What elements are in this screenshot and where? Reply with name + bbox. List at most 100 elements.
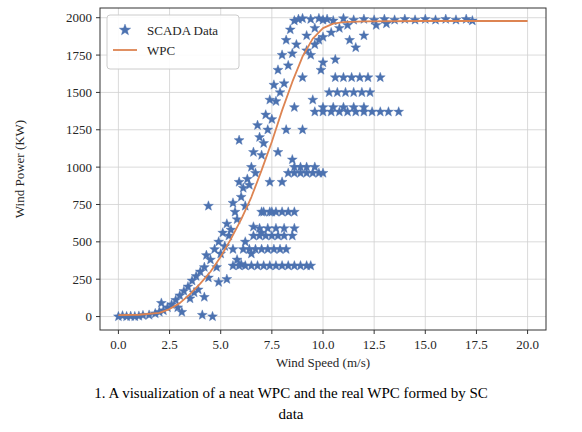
scatter-point	[234, 177, 244, 186]
scatter-point	[330, 54, 340, 63]
scatter-point	[431, 15, 441, 24]
x-tick	[425, 330, 426, 334]
y-tick	[96, 55, 100, 56]
x-tick-label: 10.0	[312, 337, 335, 352]
scatter-point	[308, 95, 318, 104]
scatter-point	[281, 125, 291, 134]
scatter-point	[289, 207, 299, 216]
legend-label: WPC	[147, 43, 175, 58]
x-tick-label: 5.0	[213, 337, 229, 352]
scatter-point	[289, 102, 299, 111]
x-grid-line	[374, 8, 375, 330]
legend-marker	[119, 24, 130, 35]
scatter-point	[271, 96, 281, 105]
x-tick	[169, 330, 170, 334]
scatter-point	[240, 237, 250, 246]
scatter-point	[375, 107, 385, 116]
scatter-point	[326, 27, 336, 36]
scatter-point	[357, 87, 367, 96]
scatter-point	[322, 14, 332, 23]
scatter-point	[355, 72, 365, 81]
scatter-point	[375, 72, 385, 81]
y-tick	[96, 316, 100, 317]
plot-frame	[100, 8, 546, 330]
scatter-point	[318, 32, 328, 41]
y-tick-label: 250	[73, 272, 93, 287]
scatter-point	[271, 223, 281, 232]
scatter-point	[306, 14, 316, 23]
x-grid-line	[527, 8, 528, 330]
scatter-point	[347, 72, 357, 81]
x-tick-label: 2.5	[161, 337, 177, 352]
scatter-point	[234, 135, 244, 144]
scatter-point	[359, 30, 369, 39]
scatter-point	[339, 72, 349, 81]
x-grid-line	[425, 8, 426, 330]
scatter-point	[208, 311, 218, 320]
scatter-point	[341, 87, 351, 96]
scatter-point	[197, 310, 207, 319]
x-tick-label: 15.0	[414, 337, 437, 352]
scatter-point	[281, 244, 291, 253]
scatter-point	[248, 222, 258, 231]
y-tick	[96, 279, 100, 280]
scatter-point	[318, 102, 328, 111]
legend-label: SCADA Data	[147, 23, 218, 38]
scatter-point	[199, 292, 209, 301]
legend-box	[107, 15, 239, 69]
y-grid-line	[100, 129, 546, 130]
scatter-point	[381, 18, 391, 27]
legend: SCADA Data WPC	[107, 15, 239, 69]
y-tick-label: 500	[73, 234, 93, 249]
scatter-point	[228, 244, 238, 253]
scatter-point	[339, 102, 349, 111]
scatter-point	[359, 102, 369, 111]
y-tick	[96, 129, 100, 130]
scatter-point	[310, 23, 320, 32]
scatter-point	[206, 255, 216, 264]
caption: 1. A visualization of a neat WPC and the…	[94, 385, 488, 401]
scatter-point	[228, 198, 238, 207]
scatter-point	[287, 48, 297, 57]
x-tick	[271, 330, 272, 334]
x-grid-line	[476, 8, 477, 330]
scatter-point	[287, 154, 297, 163]
scatter-point	[283, 60, 293, 69]
scatter-point	[451, 15, 461, 24]
scatter-point	[279, 231, 289, 240]
y-tick-label: 1000	[66, 160, 92, 175]
scatter-point	[263, 223, 273, 232]
scatter-point	[273, 65, 283, 74]
scatter-point	[332, 87, 342, 96]
scatter-point	[345, 35, 355, 44]
scatter-point	[318, 57, 328, 66]
scatter-point	[267, 114, 277, 123]
y-tick	[96, 92, 100, 93]
scatter-point	[310, 162, 320, 171]
y-tick	[96, 204, 100, 205]
x-tick	[220, 330, 221, 334]
scatter-point	[277, 177, 287, 186]
scatter-point	[253, 120, 263, 129]
scatter-point	[259, 138, 269, 147]
scatter-point	[298, 72, 308, 81]
scatter-point	[318, 168, 328, 177]
scatter-point	[349, 102, 359, 111]
x-tick	[476, 330, 477, 334]
y-tick-label: 1500	[66, 85, 92, 100]
scatter-point	[302, 30, 312, 39]
y-grid-line	[100, 92, 546, 93]
scatter-point	[410, 15, 420, 24]
x-grid-line	[271, 8, 272, 330]
x-tick-label: 12.5	[363, 337, 386, 352]
scatter-point	[384, 107, 394, 116]
caption: data	[279, 406, 304, 422]
y-tick-label: 0	[86, 309, 93, 324]
scatter-point	[281, 35, 291, 44]
scatter-point	[277, 50, 287, 59]
scatter-point	[420, 14, 430, 23]
x-tick-label: 0.0	[110, 337, 126, 352]
scatter-point	[285, 24, 295, 33]
x-axis-label: Wind Speed (m/s)	[276, 355, 370, 370]
x-tick	[374, 330, 375, 334]
